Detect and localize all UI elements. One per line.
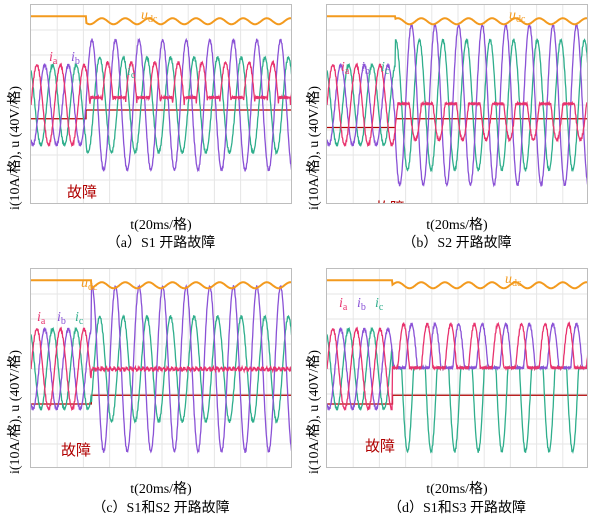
series-line-i-a: [31, 59, 291, 148]
caption: （b）S2 开路故障: [402, 236, 512, 251]
caption: （a）S1 开路故障: [106, 236, 216, 251]
oscillogram-svg: [327, 5, 587, 203]
series-label-subscript: a: [40, 316, 46, 327]
series-label-subscript: dc: [148, 14, 158, 25]
series-label-subscript: c: [78, 316, 84, 327]
series-label-subscript: b: [74, 56, 80, 67]
series-label-i-a: ia: [37, 311, 45, 327]
series-label-symbol: i: [127, 64, 131, 79]
series-line-i-b: [327, 22, 587, 188]
series-label-i-c: ic: [375, 297, 383, 313]
series-label-symbol: i: [71, 50, 75, 65]
series-label-subscript: dc: [88, 282, 98, 293]
series-line-u-dc: [31, 279, 291, 290]
series-label-symbol: i: [49, 50, 53, 65]
series-label-symbol: i: [37, 310, 41, 325]
y-axis-label: i(10A/格), u (40V/格): [307, 349, 322, 474]
fault-signal-line: [31, 109, 291, 120]
series-label-subscript: b: [60, 316, 66, 327]
x-axis-label: t(20ms/格): [426, 218, 488, 233]
oscillogram-svg: [31, 5, 291, 203]
series-label-i-a: ia: [341, 61, 349, 77]
series-label-i-c: ic: [381, 61, 389, 77]
series-line-i-a: [31, 326, 291, 412]
series-label-i-b: ib: [57, 311, 66, 327]
series-label-subscript: a: [52, 56, 58, 67]
series-label-symbol: i: [75, 310, 79, 325]
oscillogram-svg: [31, 269, 291, 467]
oscillogram-d: udc ia ib ic 故障: [326, 268, 588, 468]
series-line-u-dc: [327, 279, 587, 290]
series-label-symbol: i: [357, 296, 361, 311]
fault-label: 故障: [365, 439, 396, 455]
series-label-subscript: a: [342, 302, 348, 313]
series-label-subscript: dc: [512, 278, 522, 289]
series-label-i-c: ic: [75, 311, 83, 327]
oscillogram-a: udc ia ib ic 故障: [30, 4, 292, 204]
series-label-symbol: i: [57, 310, 61, 325]
y-axis-label: i(10A/格), u (40V/格): [307, 85, 322, 210]
caption: （c）S1和S2 开路故障: [92, 501, 230, 516]
series-line-i-b: [327, 321, 587, 411]
oscillogram-c: udc ia ib ic 故障: [30, 268, 292, 468]
caption: （d）S1和S3 开路故障: [387, 501, 527, 516]
series-label-symbol: u: [81, 276, 88, 291]
series-line-i-a: [327, 321, 587, 412]
series-label-u-dc: udc: [81, 277, 97, 293]
series-line-u-dc: [31, 15, 291, 26]
y-axis-label: i(10A/格), u (40V/格): [8, 85, 23, 210]
y-axis-label: i(10A/格), u (40V/格): [8, 349, 23, 474]
series-label-subscript: c: [384, 66, 390, 77]
series-label-i-a: ia: [339, 297, 347, 313]
series-label-i-a: ia: [49, 51, 57, 67]
series-label-symbol: u: [141, 8, 148, 23]
series-label-subscript: c: [378, 302, 384, 313]
series-line-u-dc: [327, 15, 587, 26]
series-line-i-a: [327, 62, 587, 148]
series-label-u-dc: udc: [141, 9, 157, 25]
series-label-symbol: i: [341, 60, 345, 75]
fault-label: 故障: [61, 443, 92, 459]
series-label-symbol: i: [361, 60, 365, 75]
oscillogram-svg: [327, 269, 587, 467]
series-line-i-b: [31, 37, 291, 173]
series-label-i-b: ib: [71, 51, 80, 67]
series-label-i-b: ib: [357, 297, 366, 313]
series-label-subscript: b: [364, 66, 370, 77]
x-axis-label: t(20ms/格): [130, 482, 192, 497]
series-label-symbol: i: [381, 60, 385, 75]
series-label-u-dc: udc: [505, 273, 521, 289]
series-label-i-c: ic: [127, 65, 135, 81]
series-label-symbol: u: [509, 8, 516, 23]
fault-label: 故障: [375, 197, 405, 203]
series-label-subscript: b: [360, 302, 366, 313]
x-axis-label: t(20ms/格): [130, 218, 192, 233]
series-label-u-dc: udc: [509, 9, 525, 25]
x-axis-label: t(20ms/格): [426, 482, 488, 497]
series-line-i-c: [327, 326, 587, 454]
series-label-subscript: dc: [516, 14, 526, 25]
series-label-i-b: ib: [361, 61, 370, 77]
series-label-symbol: u: [505, 272, 512, 287]
series-label-symbol: i: [339, 296, 343, 311]
series-label-subscript: a: [344, 66, 350, 77]
series-label-symbol: i: [375, 296, 379, 311]
series-label-subscript: c: [130, 70, 136, 81]
fault-label: 故障: [67, 185, 98, 201]
